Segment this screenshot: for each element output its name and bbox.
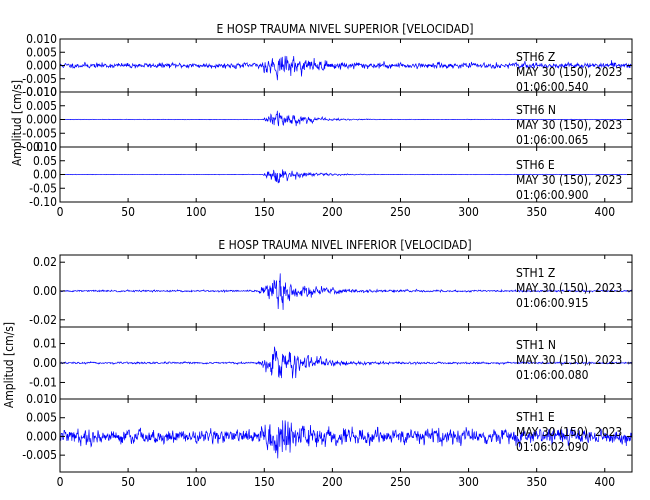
y-tick-label: -0.01 bbox=[29, 375, 57, 389]
y-tick-label: 0.000 bbox=[26, 113, 57, 127]
y-tick-label: 0.005 bbox=[26, 99, 57, 113]
time-label: 01:06:00.540 bbox=[516, 80, 589, 94]
y-tick-label: -0.005 bbox=[22, 448, 57, 462]
x-tick-label: 300 bbox=[458, 475, 479, 489]
y-tick-label: 0.00 bbox=[33, 356, 57, 370]
y-tick-label: 0.10 bbox=[33, 140, 57, 154]
station-label: STH1 E bbox=[516, 410, 555, 424]
x-tick-label: 100 bbox=[186, 205, 207, 219]
station-label: STH6 E bbox=[516, 158, 555, 172]
date-label: MAY 30 (150), 2023 bbox=[516, 425, 622, 439]
top-chart-ylabel: Amplitud [cm/s] bbox=[10, 80, 24, 166]
time-label: 01:06:00.080 bbox=[516, 368, 589, 382]
x-tick-label: 300 bbox=[458, 205, 479, 219]
date-label: MAY 30 (150), 2023 bbox=[516, 118, 622, 132]
y-tick-label: -0.005 bbox=[22, 126, 57, 140]
y-tick-label: -0.02 bbox=[29, 313, 57, 327]
x-tick-label: 200 bbox=[322, 205, 343, 219]
top-chart-title: E HOSP TRAUMA NIVEL SUPERIOR [VELOCIDAD] bbox=[216, 22, 473, 36]
time-label: 01:06:00.900 bbox=[516, 188, 589, 202]
x-tick-label: 150 bbox=[254, 205, 275, 219]
y-tick-label: 0.010 bbox=[26, 32, 57, 46]
station-label: STH1 Z bbox=[516, 266, 555, 280]
bottom-chart-title: E HOSP TRAUMA NIVEL INFERIOR [VELOCIDAD] bbox=[218, 238, 471, 252]
x-tick-label: 0 bbox=[57, 205, 64, 219]
y-tick-label: 0.010 bbox=[26, 392, 57, 406]
waveform-trace bbox=[59, 55, 633, 81]
panel-frame bbox=[59, 398, 633, 473]
y-tick-label: 0.02 bbox=[33, 255, 57, 269]
date-label: MAY 30 (150), 2023 bbox=[516, 353, 622, 367]
x-tick-label: 250 bbox=[390, 205, 411, 219]
y-tick-label: 0.00 bbox=[33, 168, 57, 182]
y-tick-label: -0.010 bbox=[22, 85, 57, 99]
x-tick-label: 50 bbox=[121, 475, 135, 489]
y-tick-label: -0.005 bbox=[22, 72, 57, 86]
bottom-chart-x-axis: 0 50 100 150 200 250 300 350 400 bbox=[57, 475, 616, 489]
station-label: STH1 N bbox=[516, 338, 556, 352]
waveform-trace bbox=[59, 110, 633, 127]
waveform-trace bbox=[59, 273, 633, 310]
y-tick-label: 0.05 bbox=[33, 154, 57, 168]
y-tick-label: -0.010 bbox=[22, 140, 57, 154]
y-tick-label: 0.000 bbox=[26, 429, 57, 443]
x-tick-label: 100 bbox=[186, 475, 207, 489]
y-tick-label: 0.005 bbox=[26, 45, 57, 59]
x-tick-label: 200 bbox=[322, 475, 343, 489]
time-label: 01:06:00.065 bbox=[516, 133, 589, 147]
y-tick-label: 0.010 bbox=[26, 85, 57, 99]
y-tick-label: 0.000 bbox=[26, 59, 57, 73]
x-tick-label: 350 bbox=[526, 475, 547, 489]
x-tick-label: 400 bbox=[594, 475, 615, 489]
x-tick-label: 250 bbox=[390, 475, 411, 489]
waveform-trace bbox=[59, 420, 633, 459]
y-tick-label: 0.01 bbox=[33, 337, 57, 351]
date-label: MAY 30 (150), 2023 bbox=[516, 173, 622, 187]
y-tick-label: -0.10 bbox=[29, 195, 57, 209]
waveform-trace bbox=[59, 346, 633, 379]
top-chart-x-axis: 0 50 100 150 200 250 300 350 400 bbox=[57, 205, 616, 219]
time-label: 01:06:02.090 bbox=[516, 440, 589, 454]
x-tick-label: 400 bbox=[594, 205, 615, 219]
date-label: MAY 30 (150), 2023 bbox=[516, 65, 622, 79]
station-label: STH6 Z bbox=[516, 50, 555, 64]
bottom-chart-ylabel: Amplitud [cm/s] bbox=[2, 322, 16, 408]
x-tick-label: 50 bbox=[121, 205, 135, 219]
y-tick-label: 0.005 bbox=[26, 411, 57, 425]
waveform-trace bbox=[59, 169, 633, 184]
x-tick-label: 0 bbox=[57, 475, 64, 489]
station-label: STH6 N bbox=[516, 103, 556, 117]
date-label: MAY 30 (150), 2023 bbox=[516, 281, 622, 295]
y-tick-label: 0.00 bbox=[33, 284, 57, 298]
y-tick-label: -0.05 bbox=[29, 181, 57, 195]
time-label: 01:06:00.915 bbox=[516, 296, 589, 310]
x-tick-label: 150 bbox=[254, 475, 275, 489]
x-tick-label: 350 bbox=[526, 205, 547, 219]
